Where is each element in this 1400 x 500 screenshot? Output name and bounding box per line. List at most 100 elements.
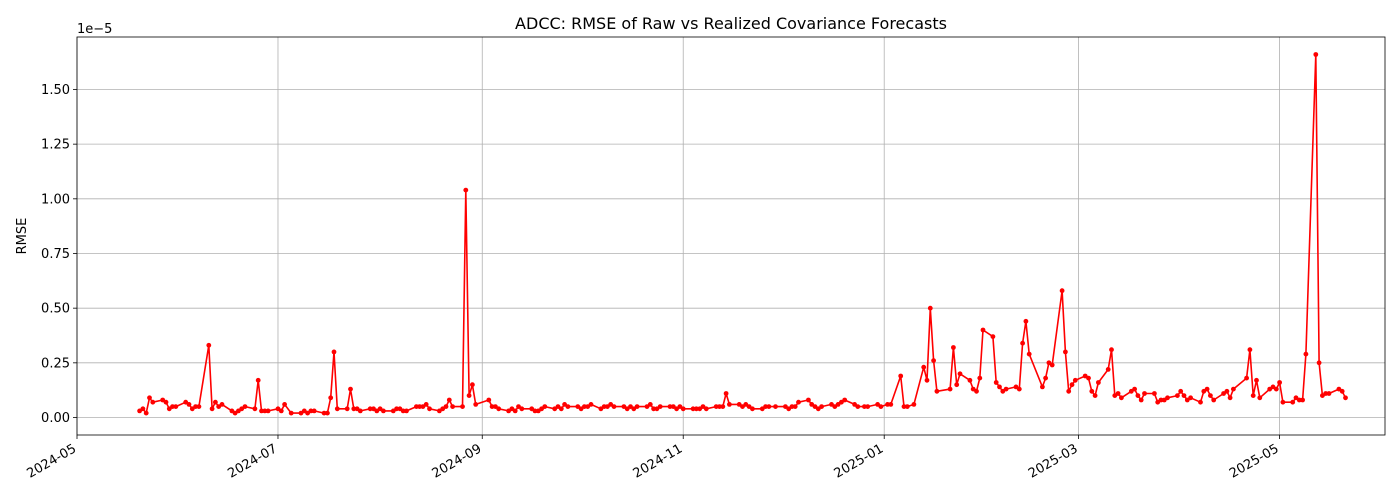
- data-point: [694, 406, 699, 412]
- data-point: [680, 406, 686, 412]
- data-point: [186, 402, 192, 407]
- data-point: [901, 404, 907, 409]
- x-tick-label: 2024-11: [631, 441, 686, 481]
- data-point: [460, 404, 465, 409]
- data-point: [1016, 386, 1022, 392]
- data-point: [404, 408, 409, 414]
- data-point: [140, 406, 146, 412]
- data-point: [1086, 375, 1091, 381]
- y-tick-label: 1.25: [41, 138, 70, 153]
- data-point: [259, 408, 264, 414]
- data-point: [496, 406, 502, 412]
- data-point: [792, 404, 798, 409]
- data-point: [611, 404, 617, 409]
- data-point: [954, 382, 960, 388]
- data-point: [278, 408, 284, 414]
- data-point: [1069, 382, 1075, 388]
- data-point: [911, 402, 917, 407]
- data-point: [1204, 386, 1210, 392]
- data-point: [997, 384, 1002, 390]
- data-point: [512, 408, 518, 414]
- data-point: [924, 377, 930, 383]
- rmse-series: [137, 52, 1348, 416]
- y-tick-label: 0.00: [41, 411, 70, 426]
- data-point: [1280, 399, 1286, 405]
- data-point: [806, 397, 811, 403]
- data-point: [1138, 397, 1144, 403]
- data-point: [173, 404, 179, 409]
- data-point: [657, 404, 663, 409]
- data-point: [842, 397, 848, 403]
- data-point: [967, 377, 973, 383]
- data-point: [1089, 388, 1095, 394]
- data-point: [582, 404, 587, 409]
- data-point: [265, 408, 271, 414]
- data-point: [357, 408, 363, 414]
- data-point: [667, 404, 673, 409]
- data-point: [150, 399, 156, 405]
- grid: [76, 37, 1385, 435]
- data-point: [1072, 377, 1078, 383]
- data-point: [1343, 395, 1348, 401]
- data-point: [1273, 386, 1279, 392]
- data-point: [819, 404, 824, 409]
- data-point: [163, 399, 169, 405]
- data-point: [1254, 377, 1259, 383]
- data-point: [427, 406, 432, 412]
- data-point: [311, 408, 317, 414]
- data-point: [713, 404, 719, 409]
- data-point: [888, 402, 894, 407]
- data-point: [865, 404, 871, 409]
- data-point: [565, 404, 571, 409]
- data-point: [344, 406, 350, 412]
- data-point: [1296, 397, 1302, 403]
- data-point: [1250, 393, 1256, 398]
- data-point: [921, 364, 927, 370]
- x-tick-label: 2024-09: [430, 441, 485, 481]
- data-point: [1063, 349, 1068, 355]
- data-point: [885, 402, 890, 407]
- data-point: [1096, 380, 1101, 385]
- data-point: [862, 404, 867, 409]
- data-point: [325, 410, 330, 416]
- data-point: [206, 342, 212, 348]
- data-point: [1277, 380, 1282, 385]
- data-point: [1247, 347, 1253, 353]
- data-point: [763, 404, 768, 409]
- x-tick-label: 2025-03: [1026, 441, 1081, 481]
- y-axis-label: RMSE: [15, 218, 30, 255]
- data-point: [934, 388, 940, 394]
- data-point: [727, 402, 732, 407]
- data-point: [904, 404, 910, 409]
- data-point: [1152, 391, 1157, 396]
- data-point: [242, 404, 248, 409]
- data-point: [1132, 386, 1137, 392]
- data-point: [1303, 351, 1309, 357]
- data-point: [394, 406, 399, 412]
- plot-frame: [76, 36, 1386, 436]
- data-point: [766, 404, 772, 409]
- data-point: [1224, 388, 1230, 394]
- data-point: [855, 404, 861, 409]
- data-point: [720, 404, 726, 409]
- data-point: [1059, 288, 1065, 294]
- data-point: [898, 373, 904, 379]
- data-point: [1175, 393, 1180, 398]
- data-point: [1178, 388, 1184, 394]
- data-point: [1339, 388, 1345, 394]
- data-point: [466, 393, 472, 398]
- data-point: [951, 345, 956, 350]
- data-point: [417, 404, 422, 409]
- data-point: [750, 406, 755, 412]
- data-point: [1208, 393, 1213, 398]
- data-point: [1181, 393, 1187, 398]
- data-point: [542, 404, 548, 409]
- data-point: [450, 404, 455, 409]
- data-point: [308, 408, 314, 414]
- data-point: [170, 404, 175, 409]
- data-point: [1066, 388, 1072, 394]
- data-point: [1313, 52, 1319, 57]
- axes-ticks: 2024-05 2024-07 2024-09 2024-11 2025-01 2025-…: [24, 83, 1281, 482]
- data-point: [634, 404, 640, 409]
